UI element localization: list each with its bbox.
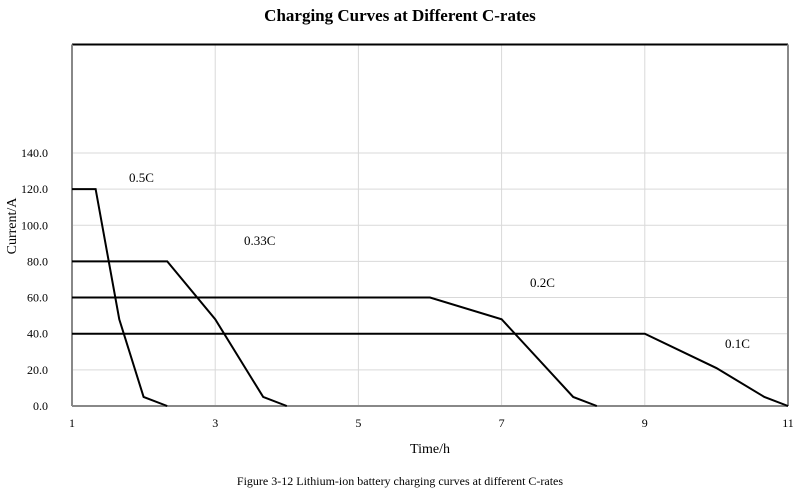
figure-caption: Figure 3-12 Lithium-ion battery charging… [236,474,564,488]
series-label: 0.5C [129,170,154,185]
x-tick-label: 5 [355,416,361,430]
x-tick-label: 7 [499,416,505,430]
series-line-0-5C [72,188,168,407]
series-line-0-1C [72,332,789,407]
series-label: 0.2C [530,275,555,290]
y-tick-label: 120.0 [21,182,48,196]
y-tick-label: 140.0 [21,146,48,160]
x-tick-label: 9 [642,416,648,430]
series-label: 0.33C [244,233,275,248]
series-label: 0.1C [725,336,750,351]
x-tick-label: 1 [69,416,75,430]
series-line-0-2C [72,296,598,407]
y-tick-label: 20.0 [27,363,48,377]
x-tick-label: 11 [782,416,794,430]
y-tick-label: 60.0 [27,291,48,305]
y-axis-label: Current/A [5,197,20,255]
x-tick-label: 3 [212,416,218,430]
series-line-0-33C [72,260,288,407]
x-axis-label: Time/h [410,442,450,457]
y-tick-label: 0.0 [33,399,48,413]
chart-title: Charging Curves at Different C-rates [264,6,536,25]
y-tick-label: 40.0 [27,327,48,341]
y-tick-label: 100.0 [21,218,48,232]
y-tick-label: 80.0 [27,254,48,268]
